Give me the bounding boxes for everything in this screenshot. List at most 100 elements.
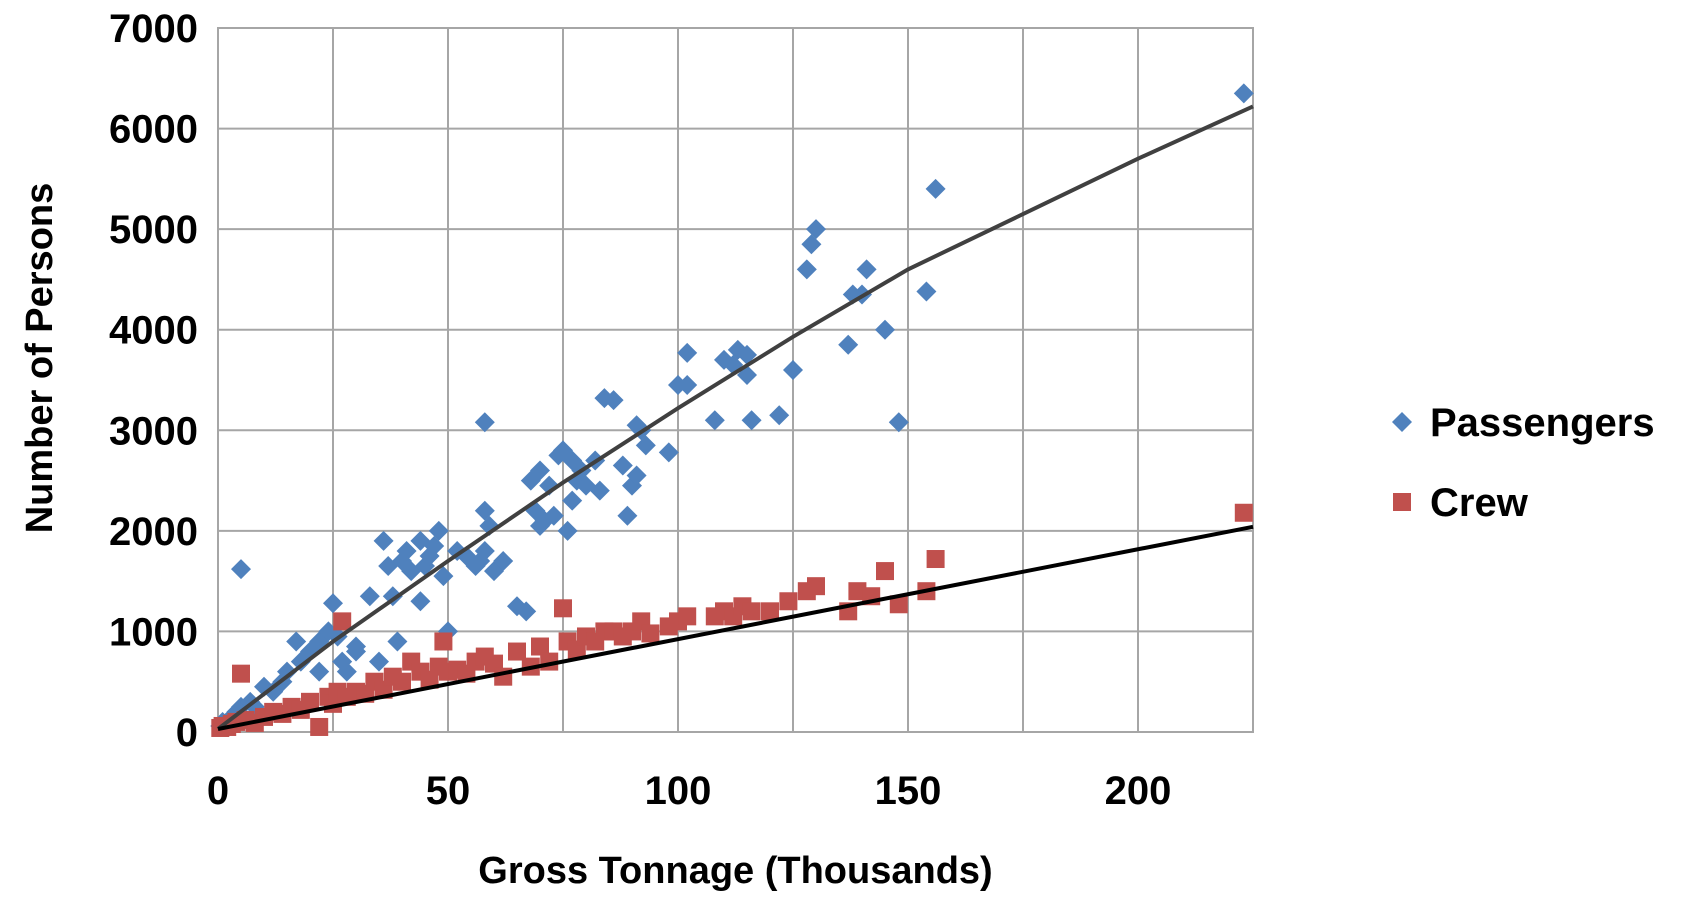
data-point-passengers bbox=[603, 390, 624, 411]
data-point-passengers bbox=[493, 551, 514, 572]
data-point-passengers bbox=[396, 540, 417, 561]
data-point-crew bbox=[310, 717, 329, 736]
data-point-passengers bbox=[838, 334, 859, 355]
trendline-layer bbox=[216, 104, 1254, 731]
series-passengers bbox=[210, 83, 1254, 736]
data-point-passengers bbox=[543, 505, 564, 526]
data-point-crew bbox=[761, 602, 779, 621]
data-point-passengers bbox=[1233, 83, 1254, 104]
trendline-crew bbox=[217, 524, 1254, 731]
data-point-crew bbox=[333, 612, 352, 631]
y-tick-label: 0 bbox=[176, 711, 198, 755]
data-point-crew bbox=[848, 582, 867, 601]
legend-marker-crew bbox=[1393, 493, 1411, 511]
x-axis-tick-labels: 0 50 100 150 200 bbox=[207, 769, 1172, 813]
data-point-passengers bbox=[309, 661, 330, 682]
data-point-passengers bbox=[516, 601, 537, 622]
y-tick-label: 2000 bbox=[109, 510, 198, 554]
data-point-passengers bbox=[617, 505, 638, 526]
data-point-passengers bbox=[562, 490, 583, 511]
data-point-passengers bbox=[769, 405, 790, 426]
data-point-passengers bbox=[856, 259, 877, 280]
data-point-passengers bbox=[741, 410, 762, 431]
series-layer bbox=[210, 83, 1254, 737]
y-tick-label: 3000 bbox=[109, 409, 198, 453]
data-point-crew bbox=[232, 664, 250, 683]
data-point-passengers bbox=[796, 259, 817, 280]
data-point-crew bbox=[807, 577, 825, 596]
data-point-passengers bbox=[474, 500, 495, 521]
x-tick-label: 50 bbox=[426, 769, 471, 813]
data-point-passengers bbox=[424, 535, 445, 556]
data-point-passengers bbox=[346, 641, 366, 662]
data-point-crew bbox=[531, 637, 549, 656]
data-point-crew bbox=[393, 672, 411, 691]
plot-area-frame bbox=[217, 27, 1254, 733]
x-tick-label: 200 bbox=[1105, 769, 1172, 813]
data-point-passengers bbox=[336, 661, 357, 682]
legend-marker-passengers bbox=[1392, 412, 1412, 432]
data-point-passengers bbox=[231, 559, 251, 580]
data-point-passengers bbox=[557, 520, 578, 541]
data-point-passengers bbox=[530, 460, 550, 481]
data-point-crew bbox=[434, 632, 453, 651]
data-point-passengers bbox=[737, 344, 757, 365]
data-point-passengers bbox=[658, 442, 679, 463]
y-tick-label: 4000 bbox=[109, 309, 198, 353]
data-point-passengers bbox=[323, 593, 343, 614]
y-axis-title: Number of Persons bbox=[19, 183, 61, 534]
data-point-passengers bbox=[410, 591, 431, 612]
data-point-passengers bbox=[373, 530, 394, 551]
data-point-passengers bbox=[359, 586, 380, 607]
y-tick-label: 6000 bbox=[109, 108, 198, 152]
data-point-passengers bbox=[626, 465, 647, 486]
data-point-passengers bbox=[783, 359, 803, 380]
legend-label-passengers: Passengers bbox=[1430, 401, 1655, 445]
data-point-passengers bbox=[286, 631, 307, 652]
data-point-passengers bbox=[428, 520, 449, 541]
y-tick-label: 5000 bbox=[109, 208, 198, 252]
data-point-crew bbox=[779, 592, 798, 611]
data-point-passengers bbox=[387, 631, 408, 652]
data-point-passengers bbox=[875, 319, 895, 340]
data-point-passengers bbox=[612, 455, 633, 476]
data-point-crew bbox=[876, 562, 894, 581]
grid-lines bbox=[218, 27, 1253, 733]
data-point-passengers bbox=[635, 435, 656, 456]
data-point-crew bbox=[678, 607, 697, 626]
data-point-passengers bbox=[433, 566, 454, 587]
data-point-crew bbox=[508, 642, 526, 661]
data-point-crew bbox=[926, 550, 945, 569]
data-point-passengers bbox=[704, 410, 725, 431]
x-tick-label: 150 bbox=[875, 769, 942, 813]
data-point-crew bbox=[554, 599, 572, 618]
data-point-passengers bbox=[589, 480, 610, 501]
data-point-crew bbox=[742, 602, 761, 621]
data-point-passengers bbox=[677, 342, 698, 363]
legend-label-crew: Crew bbox=[1430, 481, 1529, 525]
data-point-passengers bbox=[916, 281, 937, 302]
series-crew bbox=[211, 503, 1253, 737]
data-point-crew bbox=[1234, 503, 1253, 522]
data-point-passengers bbox=[925, 178, 946, 199]
y-tick-label: 1000 bbox=[109, 610, 198, 654]
data-point-crew bbox=[301, 692, 319, 711]
legend: Passengers Crew bbox=[1392, 401, 1655, 525]
data-point-passengers bbox=[888, 412, 909, 433]
y-tick-label: 7000 bbox=[109, 7, 198, 51]
data-point-passengers bbox=[474, 412, 495, 433]
data-point-passengers bbox=[369, 651, 389, 672]
data-point-crew bbox=[641, 624, 660, 643]
x-tick-label: 0 bbox=[207, 769, 229, 813]
trendline-passengers bbox=[216, 104, 1254, 731]
data-point-passengers bbox=[677, 375, 698, 396]
data-point-passengers bbox=[801, 234, 822, 255]
data-point-passengers bbox=[806, 219, 826, 240]
x-axis-title: Gross Tonnage (Thousands) bbox=[478, 850, 992, 892]
data-point-crew bbox=[889, 595, 908, 614]
y-axis-tick-labels: 0 1000 2000 3000 4000 5000 6000 7000 bbox=[109, 7, 198, 755]
data-point-passengers bbox=[474, 540, 495, 561]
x-tick-label: 100 bbox=[645, 769, 712, 813]
data-point-passengers bbox=[277, 661, 297, 682]
